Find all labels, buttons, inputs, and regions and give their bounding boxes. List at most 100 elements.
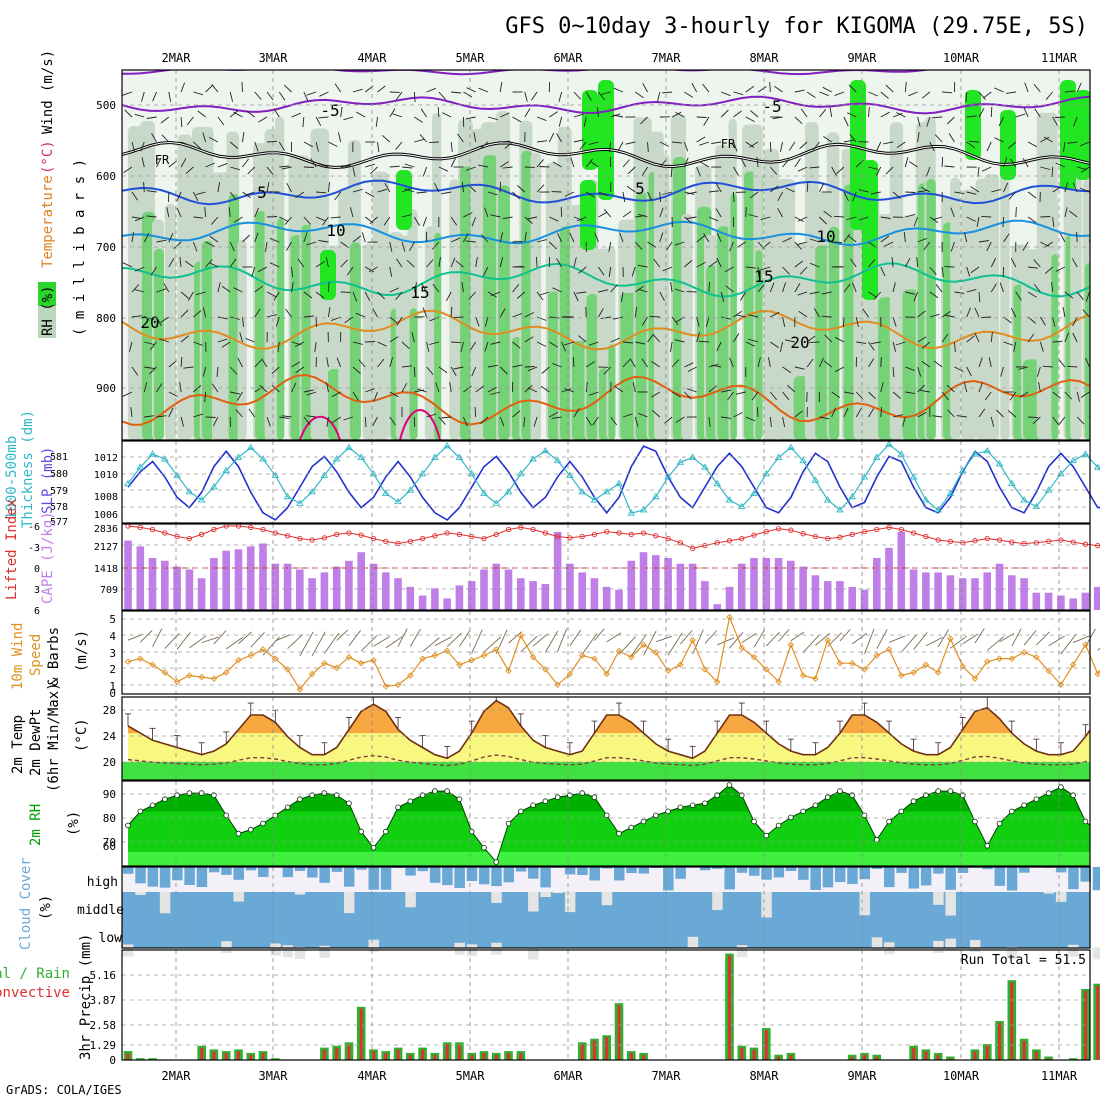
wind-barb [352,235,362,243]
wind10-barb [262,636,280,656]
rh-shade-mid [409,308,418,440]
precip-convective-bar [1096,985,1100,1060]
wind-barb [420,108,427,118]
wind-barb [917,237,928,243]
wind-barb [151,133,157,143]
wind-barb [389,316,398,324]
wind-barb [735,391,746,395]
wind-barb [770,341,779,348]
wind-barb [446,291,452,302]
wind10-point [984,658,991,665]
date-label-top: 3MAR [259,51,289,65]
wind-barb [870,341,881,345]
wind-barb [585,382,588,393]
rh-point [861,812,868,819]
wind-barb [409,241,415,252]
lifted-point [591,531,598,538]
wind-barb [757,86,767,93]
wind-barb [779,141,784,152]
wind-barb [585,361,595,368]
wind-barb [536,184,545,193]
wind-barb [637,213,648,218]
wind-barb [442,112,452,118]
thickness-point [676,458,685,465]
slp-thickness-panel [124,440,1100,521]
date-label-bottom: 3MAR [259,1069,289,1083]
wind-barb [414,138,425,143]
wind-barb [195,291,206,296]
wind-barb [564,341,575,346]
wind-barb [499,366,508,375]
lifted-point [395,540,401,547]
rh-shade-bright [1060,80,1076,190]
wind10-barb [851,632,867,645]
wind-barb [294,341,305,347]
wind-barb [364,416,367,428]
wind-barb [358,359,366,368]
wind10-point [308,670,316,678]
wind-barb [365,163,375,168]
wind-barb [551,416,562,419]
precip-convective-bar [457,1044,461,1060]
wind-barb [782,391,790,400]
wind-barb [228,207,231,218]
rh-point [382,828,389,835]
wind10-point [701,666,709,673]
wind-barb [368,266,378,273]
wind-barb [885,166,894,175]
wind-barb [598,91,605,101]
wind-barb [549,341,559,348]
thickness-point [161,455,169,462]
wind-barb [340,107,343,118]
dewpoint-line [127,754,1090,767]
wind10-point [149,661,156,669]
precip-convective-bar [936,1054,940,1060]
rh-point [395,804,401,811]
wind-barb [627,166,636,175]
wind-barb [917,116,921,127]
wind-barb [926,116,931,127]
wind-barb [406,259,415,268]
wind-barb [484,207,489,218]
wind-barb [343,416,354,421]
wind10-barb [790,631,805,642]
lifted-point [837,534,843,540]
wind10-barb [888,635,906,643]
wind-barb [143,232,150,243]
rh-shade-light [961,189,977,440]
wind-barb [490,291,501,297]
precip-bar [148,1058,157,1060]
wind10-barb [655,635,673,643]
wind-barb [524,384,533,393]
wind-barb [974,332,980,343]
lifted-point [505,526,512,533]
wind-barb [868,291,878,298]
profile-label-ms: (m/s) [40,50,56,92]
wind-barb [438,91,446,100]
wind-barb [122,391,133,397]
wind-barb [1080,187,1090,193]
cape-lifted-panel [122,523,1100,610]
cloud-low-gap [1092,947,1100,960]
wind-barb [757,284,765,293]
wind-barb [715,208,722,218]
cape-tick: 2127 [94,542,118,553]
wind-barb [512,191,521,200]
wind-barb [767,357,771,368]
cloud-high-bar [429,867,441,883]
lifted-point [1082,541,1089,547]
wind-barb [908,91,918,97]
cloud-high-bar [368,867,379,890]
wind-barb [463,385,472,393]
wind-barb [966,216,976,222]
thickness-point [1081,450,1090,457]
cloud-high-bar [736,867,748,873]
rh-point [665,808,671,815]
cape-bar [1008,575,1016,610]
rh-point [751,818,757,825]
rh-point [788,814,794,821]
wind-barb [883,141,894,145]
wind10-barb [336,629,349,641]
wind-barb [642,83,648,93]
cloud-mid-gap [1055,892,1067,902]
